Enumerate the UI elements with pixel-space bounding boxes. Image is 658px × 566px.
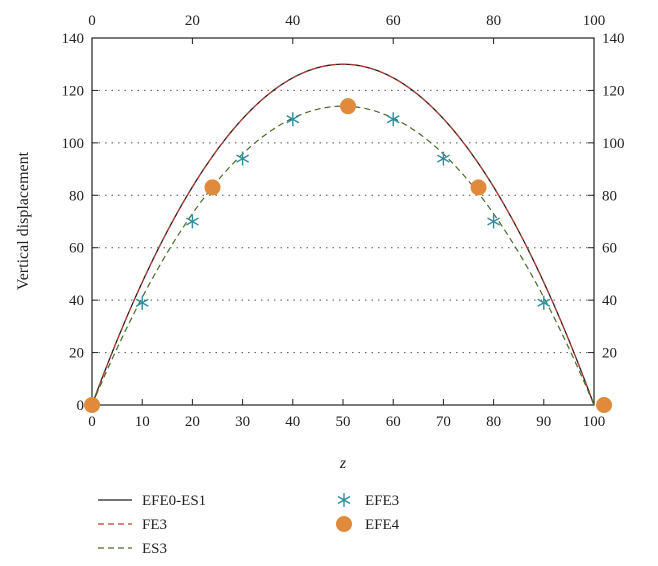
series-line-efe0-es1 <box>91 63 595 406</box>
x-tick-label-bottom: 10 <box>135 414 150 430</box>
asterisk-stroke <box>286 115 300 124</box>
y-tick-label-right: 20 <box>602 346 617 362</box>
asterisk-stroke <box>337 495 351 505</box>
data-point-efe3 <box>436 151 450 166</box>
legend-label: ES3 <box>142 541 167 557</box>
asterisk-stroke <box>185 217 199 226</box>
ticks: 0020204040606080801001001201201401400102… <box>62 13 625 430</box>
series-markers <box>84 98 613 413</box>
y-tick-label-left: 100 <box>62 136 85 152</box>
y-tick-label-left: 60 <box>69 241 84 257</box>
x-tick-label-bottom: 0 <box>88 414 96 430</box>
x-tick-label-bottom: 80 <box>486 414 501 430</box>
x-tick-label-top: 80 <box>486 13 501 29</box>
legend-label: EFE0-ES1 <box>142 493 206 509</box>
x-tick-label-bottom: 30 <box>235 414 250 430</box>
legend-item-es3: ES3 <box>98 541 167 557</box>
data-point-efe3 <box>537 295 551 310</box>
x-tick-label-bottom: 70 <box>436 414 451 430</box>
data-point-efe4 <box>340 98 357 115</box>
y-tick-label-left: 20 <box>69 346 84 362</box>
legend-item-efe4: EFE4 <box>336 516 400 533</box>
x-axis-label: z <box>339 455 347 472</box>
legend-label: EFE3 <box>365 493 399 509</box>
y-tick-label-right: 120 <box>602 83 625 99</box>
asterisk-stroke <box>236 154 250 163</box>
x-tick-label-bottom: 100 <box>583 414 606 430</box>
data-point-efe3 <box>386 112 400 127</box>
y-tick-label-left: 120 <box>62 83 85 99</box>
y-tick-label-left: 0 <box>77 398 85 414</box>
data-point-efe4 <box>84 397 100 413</box>
series-lines <box>91 63 595 406</box>
plot-frame <box>91 37 595 406</box>
data-point-efe4 <box>596 397 613 413</box>
legend-swatch <box>337 493 351 507</box>
data-point-efe3 <box>135 295 149 310</box>
x-tick-label-bottom: 50 <box>336 414 351 430</box>
x-tick-label-bottom: 20 <box>185 414 200 430</box>
x-tick-label-bottom: 40 <box>285 414 300 430</box>
legend-item-efe0-es1: EFE0-ES1 <box>98 493 206 509</box>
y-tick-label-right: 40 <box>602 293 617 309</box>
asterisk-stroke <box>487 217 501 226</box>
x-tick-label-bottom: 60 <box>386 414 401 430</box>
asterisk-stroke <box>386 115 400 124</box>
data-point-efe3 <box>185 214 199 229</box>
legend-item-fe3: FE3 <box>98 517 167 533</box>
x-tick-label-top: 40 <box>285 13 300 29</box>
y-tick-label-left: 40 <box>69 293 84 309</box>
y-tick-label-left: 140 <box>62 31 85 47</box>
legend-label: FE3 <box>142 517 167 533</box>
series-line-fe3 <box>91 63 595 406</box>
data-point-efe3 <box>286 112 300 127</box>
asterisk-stroke <box>436 154 450 163</box>
grid <box>92 89 594 354</box>
data-point-efe4 <box>204 179 221 196</box>
legend: EFE0-ES1 FE3 ES3 EFE3 EFE4 <box>98 493 400 557</box>
y-tick-label-left: 80 <box>69 188 84 204</box>
data-point-efe3 <box>236 151 250 166</box>
asterisk-stroke <box>135 298 149 307</box>
legend-item-efe3: EFE3 <box>337 493 399 509</box>
x-tick-label-top: 100 <box>583 13 606 29</box>
x-tick-label-top: 0 <box>88 13 96 29</box>
y-axis-label: Vertical displacement <box>15 151 32 290</box>
y-tick-label-right: 80 <box>602 188 617 204</box>
x-tick-label-bottom: 90 <box>536 414 551 430</box>
legend-label: EFE4 <box>365 517 400 533</box>
series-line-es3 <box>91 105 595 406</box>
y-tick-label-right: 60 <box>602 241 617 257</box>
legend-swatch <box>336 516 352 532</box>
data-point-efe4 <box>470 179 487 196</box>
data-point-efe3 <box>487 214 501 229</box>
y-tick-label-right: 140 <box>602 31 625 47</box>
asterisk-stroke <box>537 298 551 307</box>
y-tick-label-right: 100 <box>602 136 625 152</box>
x-tick-label-top: 60 <box>386 13 401 29</box>
x-tick-label-top: 20 <box>185 13 200 29</box>
